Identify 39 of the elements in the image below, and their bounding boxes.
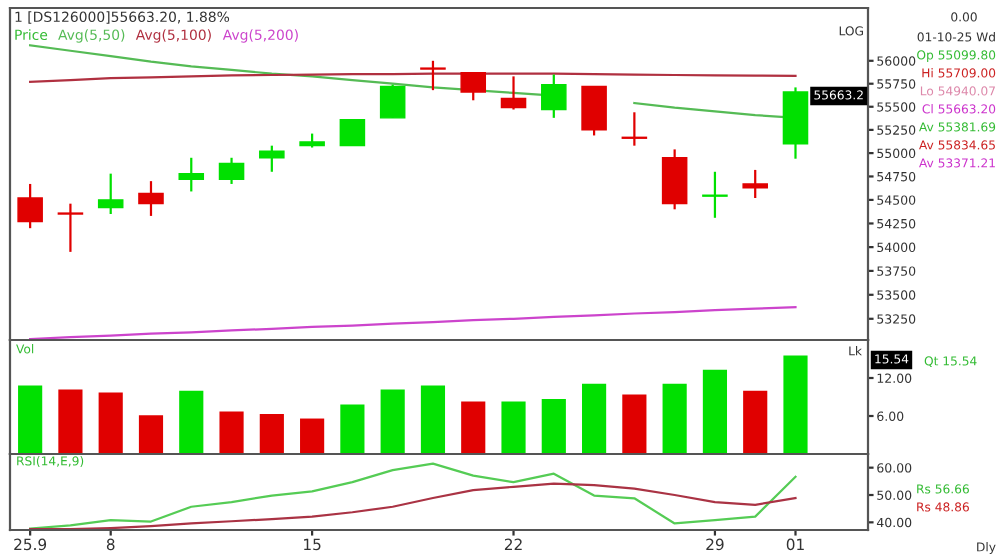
bar <box>219 411 244 454</box>
candlestick <box>702 170 728 219</box>
bar <box>300 418 325 454</box>
candlestick <box>178 156 205 193</box>
candlestick <box>17 182 43 230</box>
bar <box>380 389 405 454</box>
bar <box>662 383 687 454</box>
candlestick <box>379 83 406 119</box>
bar <box>179 390 204 454</box>
bar <box>582 383 607 454</box>
candlestick <box>218 156 245 186</box>
candlestick <box>541 73 567 119</box>
bar <box>340 404 365 454</box>
candlestick <box>259 144 285 173</box>
line-series <box>29 306 797 340</box>
bar <box>138 415 164 454</box>
candlestick <box>138 180 164 218</box>
bar <box>58 389 83 454</box>
bar <box>259 414 284 454</box>
candlestick <box>339 118 366 147</box>
candlestick <box>420 59 446 92</box>
candlestick <box>661 148 688 211</box>
bar <box>501 401 526 454</box>
bar <box>541 398 566 454</box>
candlestick <box>742 168 768 200</box>
bar <box>98 392 123 454</box>
candlestick <box>97 172 124 216</box>
bar <box>461 401 486 454</box>
line-series <box>29 482 797 530</box>
bar <box>743 390 768 454</box>
bar <box>702 369 728 454</box>
candlestick <box>581 85 607 137</box>
candlestick <box>460 71 487 102</box>
bar <box>783 355 808 454</box>
candlestick <box>57 202 84 253</box>
bar <box>18 385 43 454</box>
bar <box>420 385 446 454</box>
bar <box>622 394 647 454</box>
candlestick <box>500 75 527 111</box>
